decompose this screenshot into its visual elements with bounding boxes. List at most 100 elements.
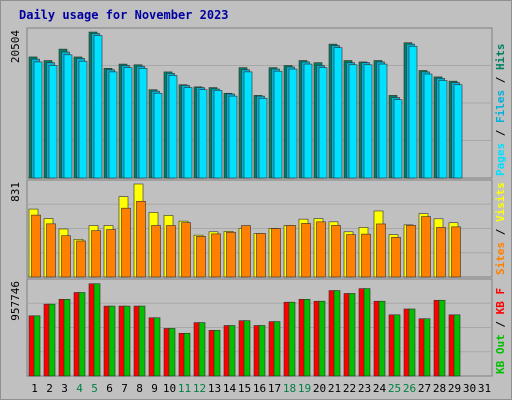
visits-sites-bar-sites-day-15 — [241, 225, 251, 278]
visits-sites-bar-sites-day-9 — [151, 225, 161, 278]
kb-in-out-bar-kb-out-day-12 — [198, 322, 206, 377]
hits-files-pages-legend-files: Files — [494, 90, 507, 123]
day-label-2: 2 — [46, 382, 53, 395]
day-label-23: 23 — [358, 382, 371, 395]
kb-in-out-bar-kb-out-day-7 — [123, 305, 131, 377]
visits-sites-bar-sites-day-25 — [391, 236, 401, 278]
day-label-7: 7 — [121, 382, 128, 395]
kb-in-out-bar-kb-out-day-22 — [348, 293, 356, 377]
kb-in-out-bar-kb-out-day-9 — [153, 317, 161, 377]
visits-sites-bar-sites-day-26 — [406, 224, 416, 278]
day-label-30: 30 — [463, 382, 476, 395]
kb-in-out-bar-kb-out-day-13 — [213, 330, 221, 377]
kb-in-out-bar-kb-out-day-16 — [258, 325, 266, 377]
kb-in-out-bar-kb-out-day-29 — [453, 314, 461, 377]
day-label-29: 29 — [448, 382, 461, 395]
hits-files-pages-bar-pages-day-5 — [93, 35, 103, 179]
day-label-21: 21 — [328, 382, 341, 395]
hits-files-pages-bar-pages-day-28 — [438, 80, 448, 179]
hits-files-pages-bar-pages-day-10 — [168, 75, 178, 179]
kb-in-out-bar-kb-out-day-19 — [303, 298, 311, 377]
day-label-8: 8 — [136, 382, 143, 395]
hits-files-pages-bar-pages-day-8 — [138, 68, 148, 179]
visits-sites-bar-sites-day-13 — [211, 233, 221, 278]
day-label-4: 4 — [76, 382, 83, 395]
visits-sites-legend-visits: Visits — [494, 182, 507, 222]
kb-in-out-bar-kb-out-day-27 — [423, 318, 431, 377]
visits-sites-legend-separator: / — [494, 222, 507, 242]
day-label-16: 16 — [253, 382, 266, 395]
day-label-11: 11 — [178, 382, 191, 395]
day-axis: 1 2 3 4 5 6 7 8 9 10 11 12 13 14 15 16 17 18 19 20 21 22 23 24 2… — [31, 382, 491, 395]
hits-files-pages-bar-pages-day-26 — [408, 45, 418, 179]
hits-files-pages-bar-pages-day-29 — [453, 84, 463, 179]
kb-in-out-bar-kb-out-day-26 — [408, 308, 416, 377]
visits-sites-bar-sites-day-22 — [346, 234, 356, 278]
day-label-10: 10 — [163, 382, 176, 395]
hits-files-pages-bar-pages-day-1 — [33, 61, 43, 179]
day-label-15: 15 — [238, 382, 251, 395]
visits-sites-bar-sites-day-21 — [331, 225, 341, 278]
kb-in-out-bar-kb-out-day-1 — [33, 315, 41, 377]
hits-files-pages-bar-pages-day-25 — [393, 99, 403, 179]
day-label-20: 20 — [313, 382, 326, 395]
day-label-24: 24 — [373, 382, 387, 395]
kb-in-out-legend: KB Out / KB F — [494, 288, 507, 374]
hits-files-pages-bar-pages-day-2 — [48, 65, 58, 179]
day-label-27: 27 — [418, 382, 431, 395]
kb-in-out-bar-kb-out-day-5 — [93, 283, 101, 377]
hits-files-pages-bar-pages-day-22 — [348, 64, 358, 179]
kb-in-out-bar-kb-out-day-24 — [378, 300, 386, 377]
hits-files-pages-bar-pages-day-13 — [213, 90, 223, 179]
kb-in-out-bar-kb-out-day-25 — [393, 314, 401, 377]
hits-files-pages-legend-hits: Hits — [494, 44, 507, 71]
day-label-6: 6 — [106, 382, 113, 395]
visits-sites-bar-sites-day-10 — [166, 225, 176, 278]
visits-sites-bar-sites-day-19 — [301, 223, 311, 278]
visits-sites-bar-sites-day-6 — [106, 229, 116, 278]
visits-sites-bar-sites-day-7 — [121, 207, 131, 278]
hits-files-pages-bar-pages-day-3 — [63, 54, 73, 179]
kb-in-out-bar-kb-out-day-15 — [243, 320, 251, 377]
day-label-18: 18 — [283, 382, 296, 395]
hits-files-pages-bar-pages-day-23 — [363, 64, 373, 179]
kb-in-out-legend-separator: / — [494, 314, 507, 334]
day-label-22: 22 — [343, 382, 356, 395]
day-label-12: 12 — [193, 382, 206, 395]
visits-sites-bar-sites-day-2 — [46, 223, 56, 278]
visits-sites-legend: Sites / Visits — [494, 182, 507, 275]
kb-in-out-bar-kb-out-day-6 — [108, 305, 116, 377]
hits-files-pages-bar-pages-day-6 — [108, 71, 118, 179]
hits-files-pages-bar-pages-day-24 — [378, 63, 388, 179]
visits-sites-bar-sites-day-16 — [256, 233, 266, 278]
visits-sites-bar-sites-day-4 — [76, 240, 86, 278]
hits-files-pages-bar-pages-day-16 — [258, 97, 268, 179]
visits-sites-bar-sites-day-27 — [421, 216, 431, 278]
hits-files-pages-bar-pages-day-20 — [318, 67, 328, 179]
day-label-31: 31 — [478, 382, 491, 395]
visits-sites-bar-sites-day-23 — [361, 233, 371, 278]
visits-sites-ymax-label: 831 — [9, 182, 22, 202]
kb-in-out-bar-kb-out-day-28 — [438, 299, 446, 377]
day-label-14: 14 — [223, 382, 237, 395]
hits-files-pages-bar-pages-day-11 — [183, 87, 193, 179]
visits-sites-bar-sites-day-3 — [61, 235, 71, 278]
kb-in-out-legend-kb-f: KB F — [494, 288, 507, 315]
day-label-26: 26 — [403, 382, 416, 395]
hits-files-pages-legend-separator: / — [494, 123, 507, 143]
hits-files-pages-bar-pages-day-14 — [228, 95, 238, 179]
day-label-25: 25 — [388, 382, 401, 395]
kb-in-out-bar-kb-out-day-21 — [333, 290, 341, 377]
hits-files-pages-bar-pages-day-27 — [423, 73, 433, 179]
kb-in-out-bar-kb-out-day-11 — [183, 332, 191, 377]
visits-sites-bar-sites-day-11 — [181, 222, 191, 278]
hits-files-pages-bar-pages-day-9 — [153, 92, 163, 179]
day-label-19: 19 — [298, 382, 311, 395]
hits-files-pages-bar-pages-day-7 — [123, 67, 133, 179]
hits-files-pages-bar-pages-day-15 — [243, 71, 253, 179]
visits-sites-bar-sites-day-1 — [31, 214, 41, 278]
kb-in-out-panel: 957746 KB Out / KB F — [9, 278, 507, 377]
hits-files-pages-bar-pages-day-19 — [303, 63, 313, 179]
day-label-1: 1 — [31, 382, 38, 395]
